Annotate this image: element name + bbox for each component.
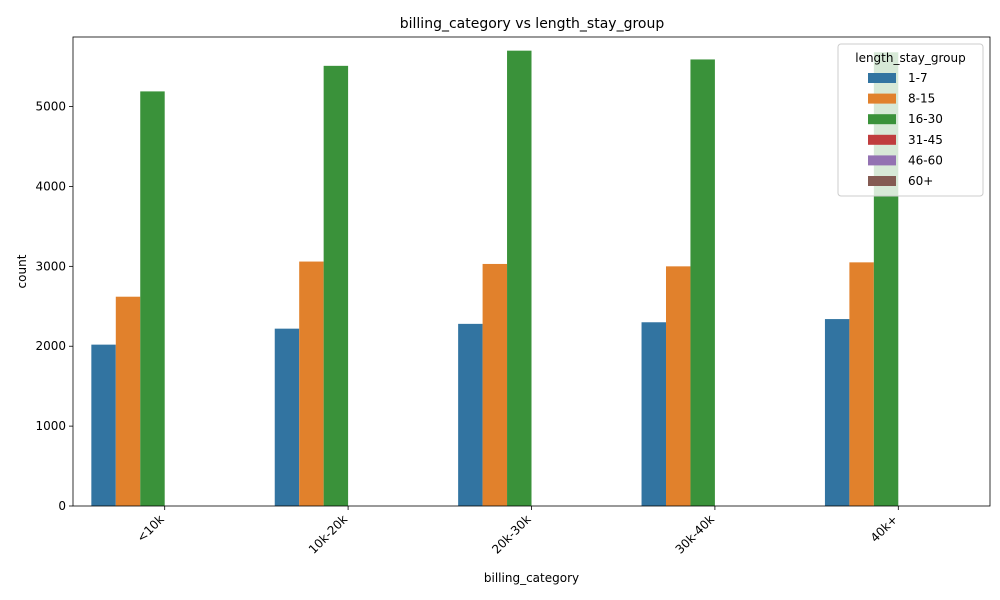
bar — [140, 91, 165, 506]
plot-frame — [72, 36, 991, 507]
legend-label: 60+ — [908, 174, 933, 188]
bar — [115, 296, 141, 506]
bar — [824, 319, 850, 506]
bar — [690, 59, 715, 507]
legend-label: 31-45 — [908, 133, 943, 147]
bar — [641, 322, 666, 506]
y-tick-label: 5000 — [35, 100, 66, 114]
x-axis-label: billing_category — [484, 571, 579, 585]
bar — [507, 50, 532, 507]
legend-swatch — [868, 93, 896, 104]
y-axis: 0 1000 2000 3000 4000 5000 — [35, 100, 73, 513]
y-tick-label: 3000 — [35, 259, 66, 273]
y-tick-label: 4000 — [35, 179, 66, 193]
x-tick-label: 10k-20k — [306, 512, 350, 556]
legend-title: length_stay_group — [855, 51, 966, 65]
x-tick-label: 30k-40k — [673, 512, 717, 556]
x-tick-label: <10k — [134, 512, 167, 545]
bar — [91, 344, 116, 506]
legend-swatch — [868, 176, 896, 186]
bars-group — [91, 50, 899, 507]
y-axis-label: count — [15, 254, 29, 288]
bar — [299, 261, 324, 506]
bar — [458, 323, 483, 506]
y-tick-label: 1000 — [35, 419, 66, 433]
bar — [665, 266, 691, 506]
x-tick-label: 20k-30k — [489, 512, 533, 556]
legend-label: 8-15 — [908, 92, 935, 106]
bar — [274, 328, 300, 506]
x-axis: <10k 10k-20k 20k-30k 30k-40k 40k+ — [134, 506, 900, 557]
y-tick-label: 2000 — [35, 339, 66, 353]
chart-title: billing_category vs length_stay_group — [400, 16, 665, 32]
legend-label: 16-30 — [908, 112, 943, 126]
legend-swatch — [868, 134, 896, 145]
legend-label: 1-7 — [908, 71, 928, 85]
legend-swatch — [868, 114, 896, 125]
bar — [323, 65, 349, 506]
legend-swatch — [868, 73, 896, 83]
legend-swatch — [868, 155, 896, 166]
x-tick-label: 40k+ — [868, 512, 901, 545]
y-tick-label: 0 — [58, 499, 66, 513]
bar — [482, 263, 508, 506]
legend-label: 46-60 — [908, 153, 943, 167]
legend: length_stay_group 1-7 8-15 16-30 31-45 46-60 6… — [837, 43, 984, 197]
bar — [849, 262, 874, 506]
